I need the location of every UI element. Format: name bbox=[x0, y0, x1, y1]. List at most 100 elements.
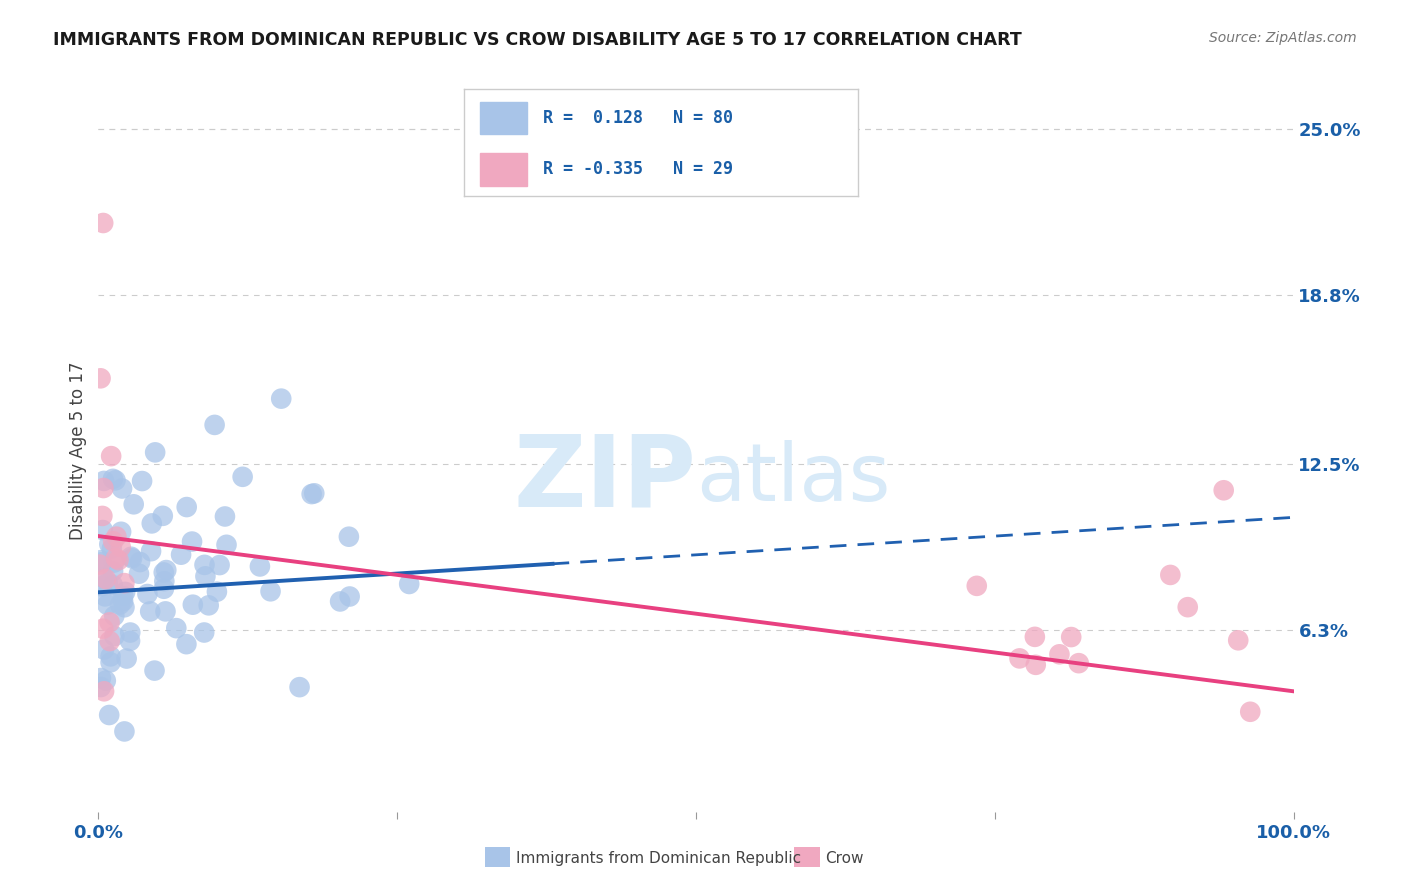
Point bbox=[170, 548, 193, 562]
Point bbox=[101, 564, 124, 578]
Point bbox=[110, 540, 132, 554]
Point bbox=[100, 656, 122, 670]
Point bbox=[96, 598, 118, 612]
Point bbox=[1177, 600, 1199, 615]
Point bbox=[115, 651, 138, 665]
Point bbox=[94, 572, 117, 586]
Point bbox=[193, 558, 215, 572]
Point bbox=[91, 523, 114, 537]
Point bbox=[329, 594, 352, 608]
Point bbox=[129, 555, 152, 569]
Point bbox=[966, 579, 988, 593]
Point bbox=[114, 724, 136, 739]
Point bbox=[90, 579, 112, 593]
Point bbox=[139, 604, 162, 618]
Text: IMMIGRANTS FROM DOMINICAN REPUBLIC VS CROW DISABILITY AGE 5 TO 17 CORRELATION CH: IMMIGRANTS FROM DOMINICAN REPUBLIC VS CR… bbox=[53, 31, 1022, 49]
Point bbox=[232, 470, 254, 484]
Point bbox=[1212, 483, 1234, 498]
Point bbox=[141, 516, 163, 531]
Point bbox=[98, 708, 121, 723]
Point bbox=[93, 474, 115, 488]
Point bbox=[101, 578, 124, 592]
Point bbox=[1159, 568, 1181, 582]
Point bbox=[120, 634, 142, 648]
Point bbox=[94, 673, 117, 688]
Point bbox=[1008, 651, 1031, 665]
Point bbox=[155, 604, 177, 618]
Point bbox=[197, 599, 219, 613]
Text: R =  0.128   N = 80: R = 0.128 N = 80 bbox=[543, 109, 733, 127]
Point bbox=[90, 680, 112, 694]
Point bbox=[181, 598, 204, 612]
Point bbox=[304, 486, 326, 500]
Point bbox=[91, 508, 114, 523]
Text: Source: ZipAtlas.com: Source: ZipAtlas.com bbox=[1209, 31, 1357, 45]
Point bbox=[1025, 657, 1047, 672]
Point bbox=[205, 584, 228, 599]
Point bbox=[97, 576, 120, 591]
Point bbox=[114, 585, 136, 599]
Point bbox=[93, 642, 115, 657]
Point bbox=[104, 473, 127, 487]
Point bbox=[122, 497, 145, 511]
Point bbox=[93, 684, 115, 698]
Text: ZIP: ZIP bbox=[513, 431, 696, 528]
Point bbox=[107, 553, 129, 567]
Point bbox=[1227, 633, 1250, 648]
Point bbox=[120, 549, 142, 564]
Point bbox=[153, 582, 176, 596]
Point bbox=[1239, 705, 1261, 719]
Point bbox=[120, 625, 142, 640]
Point bbox=[249, 559, 271, 574]
Point bbox=[131, 474, 153, 488]
Point bbox=[91, 622, 114, 636]
Point bbox=[181, 534, 204, 549]
Point bbox=[143, 445, 166, 459]
Point bbox=[90, 671, 112, 685]
Y-axis label: Disability Age 5 to 17: Disability Age 5 to 17 bbox=[69, 361, 87, 540]
Point bbox=[339, 590, 361, 604]
Bar bbox=[479, 102, 527, 134]
Point bbox=[98, 537, 121, 551]
Point bbox=[110, 524, 132, 539]
Point bbox=[91, 570, 114, 584]
Point bbox=[176, 637, 198, 651]
Point bbox=[103, 556, 125, 570]
Bar bbox=[479, 153, 527, 186]
Point bbox=[193, 625, 215, 640]
Point bbox=[301, 487, 323, 501]
Point bbox=[204, 417, 226, 432]
Point bbox=[93, 481, 115, 495]
Text: Crow: Crow bbox=[825, 851, 863, 865]
Point bbox=[208, 558, 231, 572]
Point bbox=[101, 472, 124, 486]
Text: atlas: atlas bbox=[696, 441, 890, 518]
Point bbox=[215, 538, 238, 552]
Point bbox=[136, 587, 159, 601]
Point bbox=[112, 576, 135, 591]
Point bbox=[108, 598, 131, 612]
Point bbox=[90, 553, 112, 567]
Point bbox=[103, 629, 125, 643]
Point bbox=[100, 649, 122, 664]
Point bbox=[114, 600, 136, 615]
Point bbox=[1024, 630, 1046, 644]
Point bbox=[103, 608, 125, 623]
Point bbox=[128, 566, 150, 581]
Point bbox=[98, 634, 121, 648]
Point bbox=[270, 392, 292, 406]
Point bbox=[143, 664, 166, 678]
Point bbox=[153, 574, 176, 589]
Point bbox=[90, 371, 112, 385]
Point bbox=[101, 534, 124, 549]
Point bbox=[1067, 656, 1090, 670]
Point bbox=[398, 577, 420, 591]
Point bbox=[104, 551, 127, 566]
Text: Immigrants from Dominican Republic: Immigrants from Dominican Republic bbox=[516, 851, 801, 865]
Point bbox=[105, 530, 128, 544]
Point bbox=[165, 621, 187, 635]
Point bbox=[112, 594, 135, 608]
Point bbox=[121, 551, 143, 566]
Point bbox=[90, 555, 112, 569]
Point bbox=[176, 500, 198, 514]
